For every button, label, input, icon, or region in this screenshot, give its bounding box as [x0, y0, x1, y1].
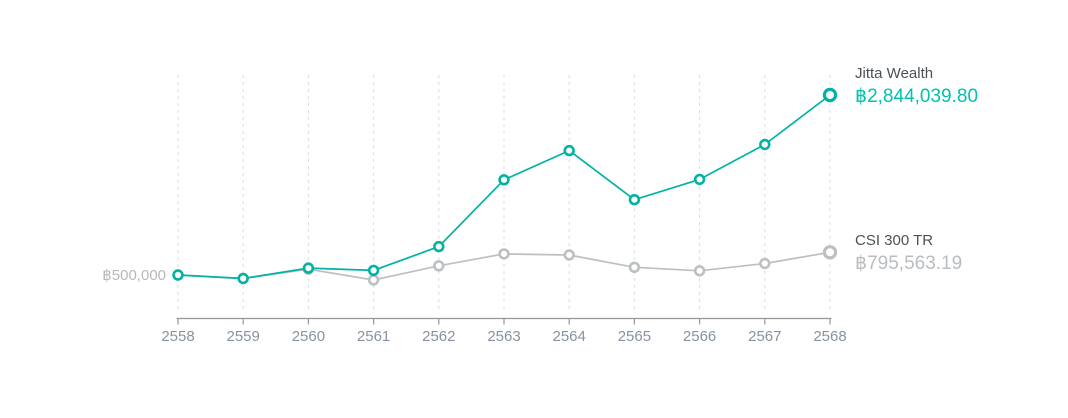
series-name-csi-300-tr: CSI 300 TR [855, 232, 934, 249]
x-axis-tick-label-2558: 2558 [161, 328, 194, 345]
x-axis-tick-label-2566: 2566 [683, 328, 716, 345]
data-point-jitta-wealth-2559[interactable] [237, 272, 249, 285]
data-point-csi-300-tr-2561[interactable] [367, 274, 380, 286]
data-point-csi-300-tr-2564[interactable] [563, 249, 575, 261]
x-axis-tick-label-2562: 2562 [422, 328, 455, 345]
data-point-jitta-wealth-2564[interactable] [563, 144, 575, 157]
data-point-jitta-wealth-2566[interactable] [693, 173, 706, 186]
data-point-csi-300-tr-2565[interactable] [628, 261, 641, 273]
data-point-jitta-wealth-2565[interactable] [628, 194, 641, 206]
legend-csi-300-tr: CSI 300 TR ฿795,563.19 [855, 231, 962, 276]
legend-jitta-wealth: Jitta Wealth ฿2,844,039.80 [855, 64, 978, 109]
x-axis-tick-label-2568: 2568 [813, 328, 846, 345]
data-point-jitta-wealth-2562[interactable] [433, 240, 445, 253]
data-point-csi-300-tr-2568[interactable] [822, 245, 838, 260]
data-point-csi-300-tr-2566[interactable] [693, 265, 706, 277]
x-axis-tick-label-2565: 2565 [618, 328, 651, 345]
x-axis-tick-label-2559: 2559 [227, 328, 260, 345]
x-axis-tick-label-2567: 2567 [748, 328, 781, 345]
x-axis-tick-label-2561: 2561 [357, 328, 390, 345]
data-point-jitta-wealth-2561[interactable] [367, 264, 380, 277]
data-point-jitta-wealth-2558[interactable] [172, 269, 184, 281]
baseline-amount-label: ฿500,000 [102, 267, 166, 284]
series-name-jitta-wealth: Jitta Wealth [855, 65, 934, 82]
data-point-csi-300-tr-2563[interactable] [498, 248, 510, 260]
x-axis-tick-label-2563: 2563 [487, 328, 520, 345]
x-axis-tick-label-2564: 2564 [553, 328, 586, 345]
data-point-csi-300-tr-2562[interactable] [433, 260, 445, 272]
series-value-csi-300-tr: ฿795,563.19 [855, 253, 963, 274]
data-point-jitta-wealth-2567[interactable] [759, 138, 771, 151]
data-point-jitta-wealth-2560[interactable] [302, 262, 315, 274]
data-point-csi-300-tr-2567[interactable] [759, 257, 771, 270]
data-point-jitta-wealth-2568[interactable] [822, 87, 838, 103]
x-axis-tick-label-2560: 2560 [292, 328, 325, 345]
data-point-jitta-wealth-2563[interactable] [498, 174, 510, 186]
series-value-jitta-wealth: ฿2,844,039.80 [855, 86, 979, 107]
